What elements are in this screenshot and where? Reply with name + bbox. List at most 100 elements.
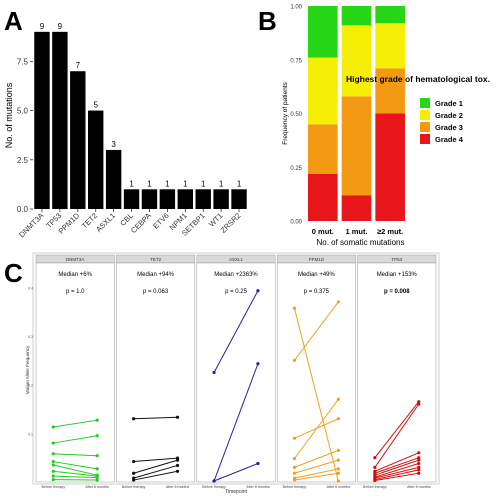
bar — [105, 149, 122, 209]
data-point — [51, 477, 55, 482]
stacked-segment — [308, 124, 338, 174]
data-label: 1 — [219, 179, 224, 188]
series-line — [133, 459, 178, 474]
facet-p-value: p = 1.0 — [66, 289, 85, 295]
series-line — [374, 463, 419, 478]
series-line — [213, 463, 259, 482]
data-point — [292, 478, 297, 482]
x-tick-label: After 6 months — [327, 485, 351, 489]
stacked-segment — [308, 6, 338, 58]
x-tick-label: 1 mut. — [345, 227, 367, 236]
series-line — [374, 452, 419, 472]
legend-label: Grade 4 — [435, 135, 464, 144]
data-point — [292, 358, 297, 362]
panel-label-a: A — [4, 6, 23, 36]
stacked-segment — [308, 57, 338, 125]
data-point — [417, 402, 421, 406]
x-axis-label: Timepoint — [225, 489, 247, 495]
series-line — [294, 449, 339, 468]
facet-p-value: p = 0.063 — [143, 289, 169, 295]
data-point — [175, 469, 180, 473]
data-point — [336, 471, 340, 475]
y-tick-label: 2.5 — [17, 156, 29, 165]
data-point — [132, 471, 136, 475]
facet-panel — [196, 262, 276, 483]
data-point — [336, 417, 340, 421]
bar — [52, 31, 68, 210]
y-tick-label: 0.50 — [290, 112, 302, 118]
y-axis-label: No. of mutations — [4, 82, 14, 148]
bar — [88, 110, 104, 209]
data-point — [175, 463, 180, 468]
data-label: 7 — [76, 61, 81, 70]
data-point — [292, 465, 297, 469]
legend-label: Grade 3 — [435, 123, 463, 132]
data-point — [292, 306, 297, 310]
x-tick-label: ZRSR2 — [219, 211, 243, 235]
series-line — [133, 416, 178, 420]
data-point — [51, 441, 55, 445]
data-label: 1 — [129, 179, 134, 188]
x-axis-label: No. of somatic mutations — [316, 238, 404, 247]
data-point — [51, 459, 55, 464]
series-line — [133, 470, 178, 481]
y-tick-label: 0.3 — [28, 335, 33, 339]
y-tick-label: 0.0 — [17, 205, 29, 214]
data-point — [212, 479, 216, 483]
series-line — [53, 453, 98, 457]
facet-title: PPM1D — [309, 257, 325, 262]
data-point — [51, 474, 55, 478]
data-point — [51, 452, 55, 456]
stacked-segment — [341, 195, 372, 221]
legend-swatch — [420, 98, 430, 108]
stacked-segment — [375, 113, 405, 221]
bar — [34, 31, 50, 210]
series-line — [53, 475, 98, 479]
data-point — [95, 467, 99, 471]
data-point — [417, 471, 421, 475]
data-point — [336, 467, 340, 471]
x-tick-label: CEBPA — [129, 211, 153, 235]
legend-title: Highest grade of hematological tox. — [346, 74, 490, 84]
x-tick-label: Before therapy — [363, 485, 387, 489]
data-point — [417, 461, 421, 466]
y-tick-label: 0.4 — [28, 286, 33, 290]
data-point — [417, 468, 421, 472]
data-point — [256, 289, 260, 293]
data-point — [51, 463, 55, 467]
facet-panel — [116, 262, 196, 483]
series-line — [374, 401, 420, 458]
facet-title: ASXL1 — [229, 257, 244, 262]
facet-p-value: p = 0.008 — [384, 289, 410, 295]
data-point — [95, 434, 99, 438]
data-point — [417, 458, 421, 462]
legend-swatch — [420, 122, 430, 132]
series-line — [293, 308, 339, 482]
x-tick-label: Before therapy — [41, 485, 65, 489]
data-point — [292, 436, 297, 440]
data-point — [95, 454, 99, 458]
series-line — [53, 470, 98, 477]
data-point — [51, 425, 55, 429]
series-line — [53, 419, 98, 428]
stacked-segment — [308, 173, 338, 221]
series-line — [53, 461, 98, 470]
y-tick-label: 0.75 — [290, 58, 302, 64]
data-point — [292, 457, 297, 461]
x-tick-label: Before therapy — [202, 485, 226, 489]
bar — [70, 71, 86, 209]
plot-frame — [32, 252, 440, 485]
stacked-segment — [375, 6, 405, 24]
data-point — [256, 461, 260, 466]
facet-panel — [357, 262, 437, 483]
data-point — [373, 456, 377, 460]
facet-median: Median +6% — [58, 272, 92, 278]
data-point — [256, 362, 260, 366]
panel-a-bar-chart: 0.02.55.07.5No. of mutations9DNMT3A9TP53… — [4, 22, 247, 239]
stacked-segment — [375, 68, 405, 114]
x-tick-label: ASXL1 — [94, 211, 117, 234]
series-line — [213, 290, 259, 373]
data-point — [212, 370, 216, 375]
x-tick-label: After 6 months — [407, 485, 431, 489]
series-line — [374, 466, 419, 479]
